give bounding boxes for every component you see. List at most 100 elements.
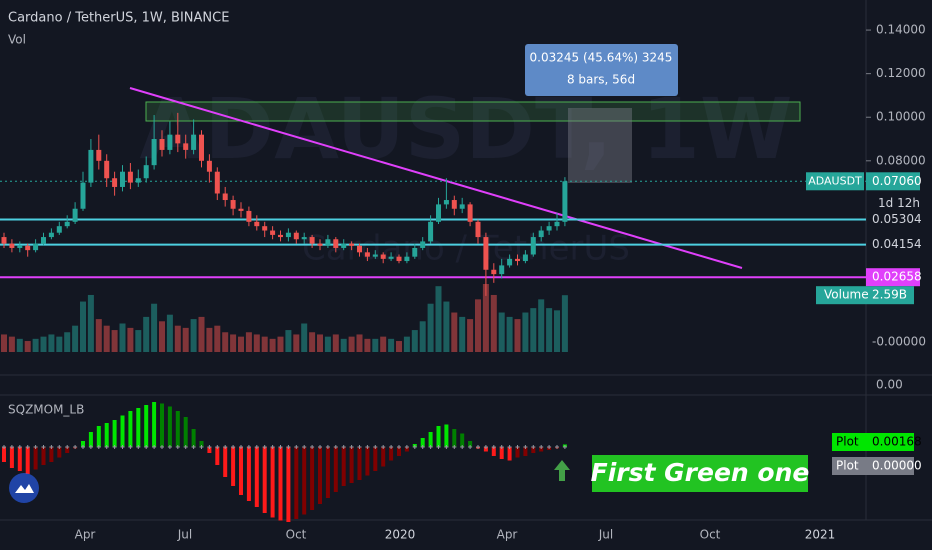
volume-bar [238,336,244,352]
candle-body [159,139,165,150]
volume-bar [72,325,79,352]
volume-bar [324,336,331,352]
x-tick-label: Apr [75,528,96,542]
candle-body [443,200,449,205]
candle-body [262,226,268,231]
x-tick-label: Jul [598,528,613,542]
candle-body [206,160,212,172]
momentum-bar [128,411,133,447]
candle-body [230,200,236,209]
volume-bar [554,310,560,352]
volume-bar [522,312,529,352]
volume-bar [561,295,568,352]
price-label: 0.02658 [872,270,922,284]
volume-bar [546,308,553,352]
momentum-bar [120,415,125,447]
momentum-bar [436,426,441,447]
y-tick-label: 0.14000 [876,23,926,37]
volume-bar [135,330,142,352]
momentum-bar [254,447,259,507]
candle-body [428,221,434,242]
squeeze-dot [81,445,85,449]
volume-bar [514,319,521,352]
volume-bar [103,325,110,352]
candle-body [357,245,362,253]
watermark: ADAUSDT, 1W [139,80,792,178]
momentum-bar [507,447,512,461]
momentum-bar [41,447,46,465]
squeeze-dot [325,445,330,449]
momentum-bar [112,420,117,447]
momentum-bar [341,447,346,486]
squeeze-dot [452,445,457,449]
candle-body [380,254,386,259]
squeeze-dot [175,445,180,449]
plot-label-box [832,433,914,451]
volume-bar [143,316,150,352]
annotation-box [592,455,808,492]
squeeze-dot [491,445,496,449]
candle-body [127,171,133,183]
price-label-box [866,268,920,287]
plot-label-box [832,457,914,475]
momentum-bar [167,406,172,447]
squeeze-dot [547,445,552,449]
candle-body [459,204,465,209]
candle-body [151,139,157,166]
candle-body [285,232,291,238]
candle-body [199,134,204,161]
squeeze-dot [515,445,520,449]
x-tick-label: Jul [177,528,192,542]
squeeze-dot [136,445,141,449]
candle-body [404,256,410,262]
momentum-bar [104,423,109,447]
momentum-bar [468,441,473,447]
momentum-bar [144,405,149,447]
candle-body [33,243,39,251]
momentum-bar [2,447,6,462]
volume-bar [490,294,497,352]
candle-body [254,221,260,227]
volume-bar [498,312,505,352]
candle-body [270,230,276,235]
squeeze-dot [262,445,267,449]
squeeze-dot [112,445,117,449]
momentum-bar [460,433,465,447]
squeeze-dot [531,445,536,449]
candle-body [333,239,339,248]
squeeze-dot [365,445,370,449]
squeeze-dot [507,445,512,449]
candle-body [467,204,473,222]
squeeze-dot [397,445,401,449]
squeeze-dot [49,445,54,449]
volume-bar [166,314,173,352]
candle-body [420,241,426,248]
volume-bar [24,341,31,352]
squeeze-dot [2,445,6,449]
volume-bar [475,299,481,352]
momentum-bar [531,447,536,453]
volume-bar [206,327,213,352]
squeeze-dot [539,445,544,449]
volume-bar [40,336,47,352]
momentum-bar [49,447,54,462]
resistance-zone [145,101,801,122]
volume-bar [467,319,474,352]
momentum-bar [270,447,275,518]
squeeze-dot [349,445,354,449]
candle-body [191,134,197,150]
volume-bar [301,323,308,352]
plot-value: 0.00000 [872,459,922,473]
squeeze-dot [278,445,283,449]
momentum-bar [231,447,236,486]
candle-body [183,143,189,150]
indicator-name: SQZMOM_LB [8,403,84,417]
volume-bar [380,336,387,352]
candle-body [491,269,497,275]
candle-body [112,178,118,187]
candle-body [41,237,46,244]
squeeze-dot [294,445,299,449]
squeeze-dot [246,445,251,449]
candle-body [25,245,31,251]
